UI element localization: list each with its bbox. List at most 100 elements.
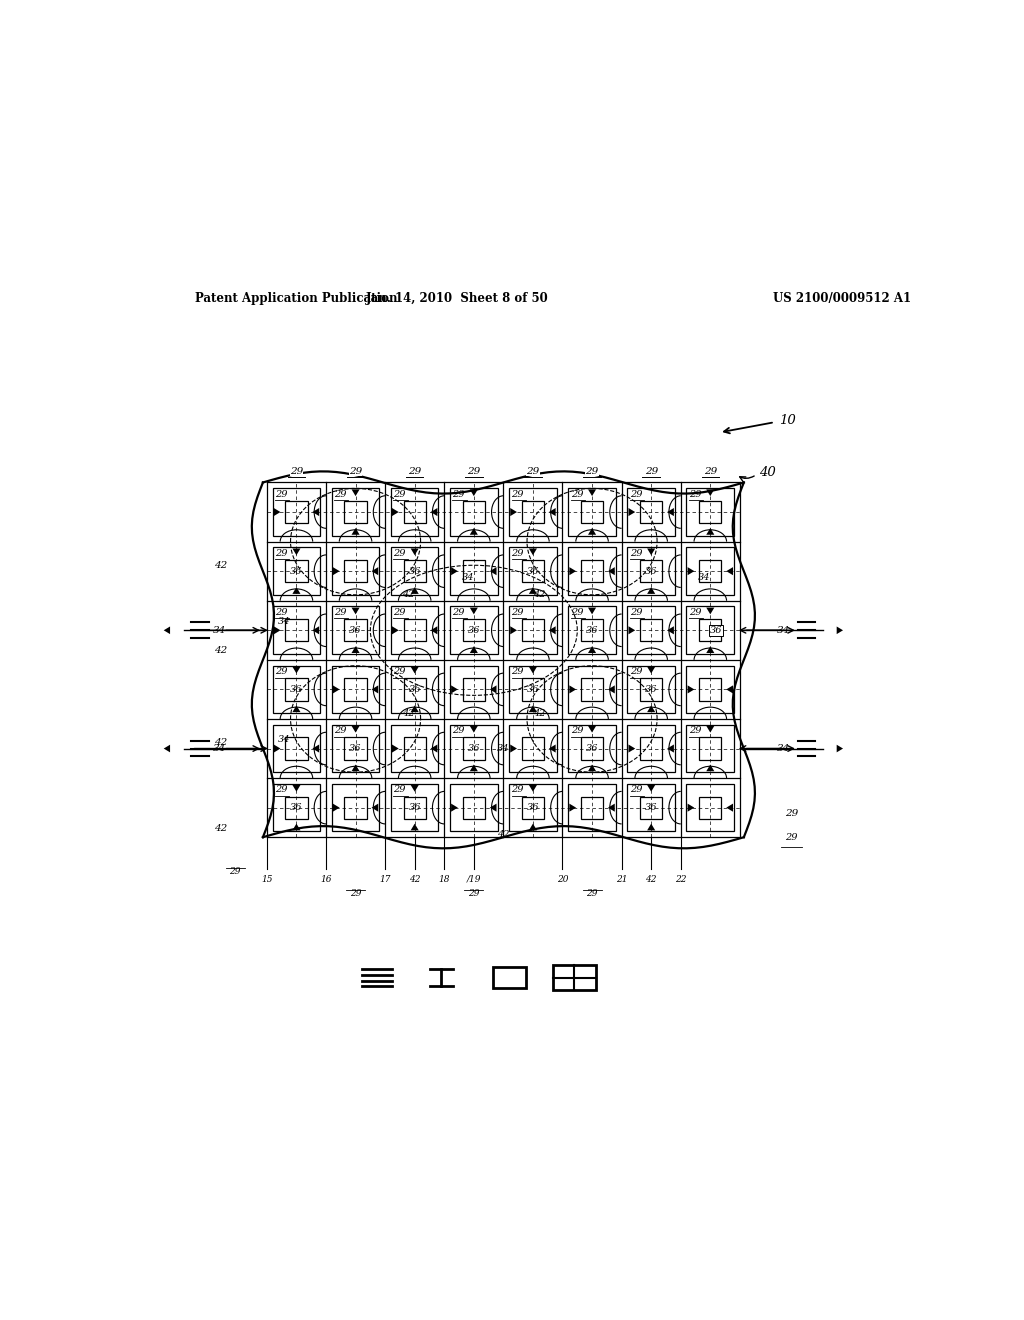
Bar <box>332 548 379 595</box>
Polygon shape <box>668 626 674 635</box>
Text: 21: 21 <box>615 875 628 883</box>
Text: 36: 36 <box>468 626 480 635</box>
Polygon shape <box>687 568 694 576</box>
Text: 29: 29 <box>334 609 347 616</box>
Text: 42: 42 <box>214 647 227 656</box>
Bar <box>628 665 675 713</box>
Polygon shape <box>452 685 458 693</box>
Polygon shape <box>528 549 537 556</box>
Polygon shape <box>528 587 537 594</box>
Polygon shape <box>608 804 614 812</box>
Bar <box>450 488 498 536</box>
Bar <box>463 738 485 759</box>
Polygon shape <box>528 705 537 711</box>
Text: 29: 29 <box>785 833 798 842</box>
Bar <box>628 606 675 655</box>
Polygon shape <box>707 764 715 771</box>
Text: 36: 36 <box>409 685 421 694</box>
Polygon shape <box>452 804 458 812</box>
Polygon shape <box>837 744 843 752</box>
Polygon shape <box>687 804 694 812</box>
Bar <box>272 606 321 655</box>
Text: 36: 36 <box>409 566 421 576</box>
Bar <box>581 678 603 701</box>
Polygon shape <box>164 627 170 634</box>
Bar <box>686 665 734 713</box>
Text: 34: 34 <box>213 744 226 752</box>
Text: 29: 29 <box>275 490 288 499</box>
Text: 42: 42 <box>214 561 227 570</box>
Text: 29: 29 <box>630 785 642 795</box>
Text: 29: 29 <box>453 609 465 616</box>
Polygon shape <box>707 528 715 535</box>
Bar <box>522 738 544 759</box>
Bar <box>628 784 675 832</box>
Text: 29: 29 <box>275 609 288 616</box>
Polygon shape <box>392 744 398 752</box>
Polygon shape <box>569 804 577 812</box>
Polygon shape <box>588 528 596 535</box>
Text: 18: 18 <box>438 875 450 883</box>
Bar <box>522 678 544 701</box>
Text: 29: 29 <box>630 667 642 676</box>
Text: 42: 42 <box>402 709 415 718</box>
Bar <box>628 488 675 536</box>
Polygon shape <box>608 568 614 576</box>
Text: 29: 29 <box>587 888 598 898</box>
Text: 36: 36 <box>290 566 303 576</box>
Bar <box>450 784 498 832</box>
Polygon shape <box>528 667 537 673</box>
Bar <box>403 738 426 759</box>
Bar <box>286 619 307 642</box>
Polygon shape <box>726 685 733 693</box>
Polygon shape <box>333 685 340 693</box>
Polygon shape <box>411 587 419 594</box>
Bar <box>640 500 663 523</box>
Bar <box>640 678 663 701</box>
Text: 36: 36 <box>586 626 598 635</box>
Text: 20: 20 <box>557 875 568 883</box>
Bar <box>344 796 367 818</box>
Polygon shape <box>351 528 359 535</box>
Polygon shape <box>647 824 655 830</box>
Polygon shape <box>549 626 556 635</box>
Text: 29: 29 <box>453 726 465 735</box>
Text: 29: 29 <box>570 490 583 499</box>
Bar <box>628 548 675 595</box>
Text: 29: 29 <box>275 667 288 676</box>
Polygon shape <box>726 568 733 576</box>
Polygon shape <box>707 726 715 733</box>
Polygon shape <box>312 508 319 516</box>
Polygon shape <box>293 549 300 556</box>
Text: 29: 29 <box>468 888 479 898</box>
Text: 29: 29 <box>526 467 540 477</box>
Bar <box>403 619 426 642</box>
Bar <box>344 619 367 642</box>
Polygon shape <box>411 667 419 673</box>
Bar <box>463 500 485 523</box>
Text: 36: 36 <box>645 685 657 694</box>
Bar <box>272 488 321 536</box>
Bar <box>581 738 603 759</box>
Bar <box>344 560 367 582</box>
Text: 22: 22 <box>675 875 686 883</box>
Bar <box>332 665 379 713</box>
Polygon shape <box>629 626 635 635</box>
Polygon shape <box>470 764 478 771</box>
Bar <box>286 500 307 523</box>
Bar <box>568 548 615 595</box>
Text: 42: 42 <box>532 709 545 718</box>
Polygon shape <box>510 744 517 752</box>
Bar <box>568 784 615 832</box>
Text: 34: 34 <box>279 735 291 744</box>
Polygon shape <box>411 705 419 711</box>
Polygon shape <box>293 824 300 830</box>
Text: 29: 29 <box>393 667 406 676</box>
Polygon shape <box>837 627 843 634</box>
Bar <box>391 606 438 655</box>
Text: 34: 34 <box>497 744 510 752</box>
Text: 34: 34 <box>462 573 474 582</box>
Text: 29: 29 <box>586 467 599 477</box>
Polygon shape <box>431 508 437 516</box>
Polygon shape <box>629 508 635 516</box>
